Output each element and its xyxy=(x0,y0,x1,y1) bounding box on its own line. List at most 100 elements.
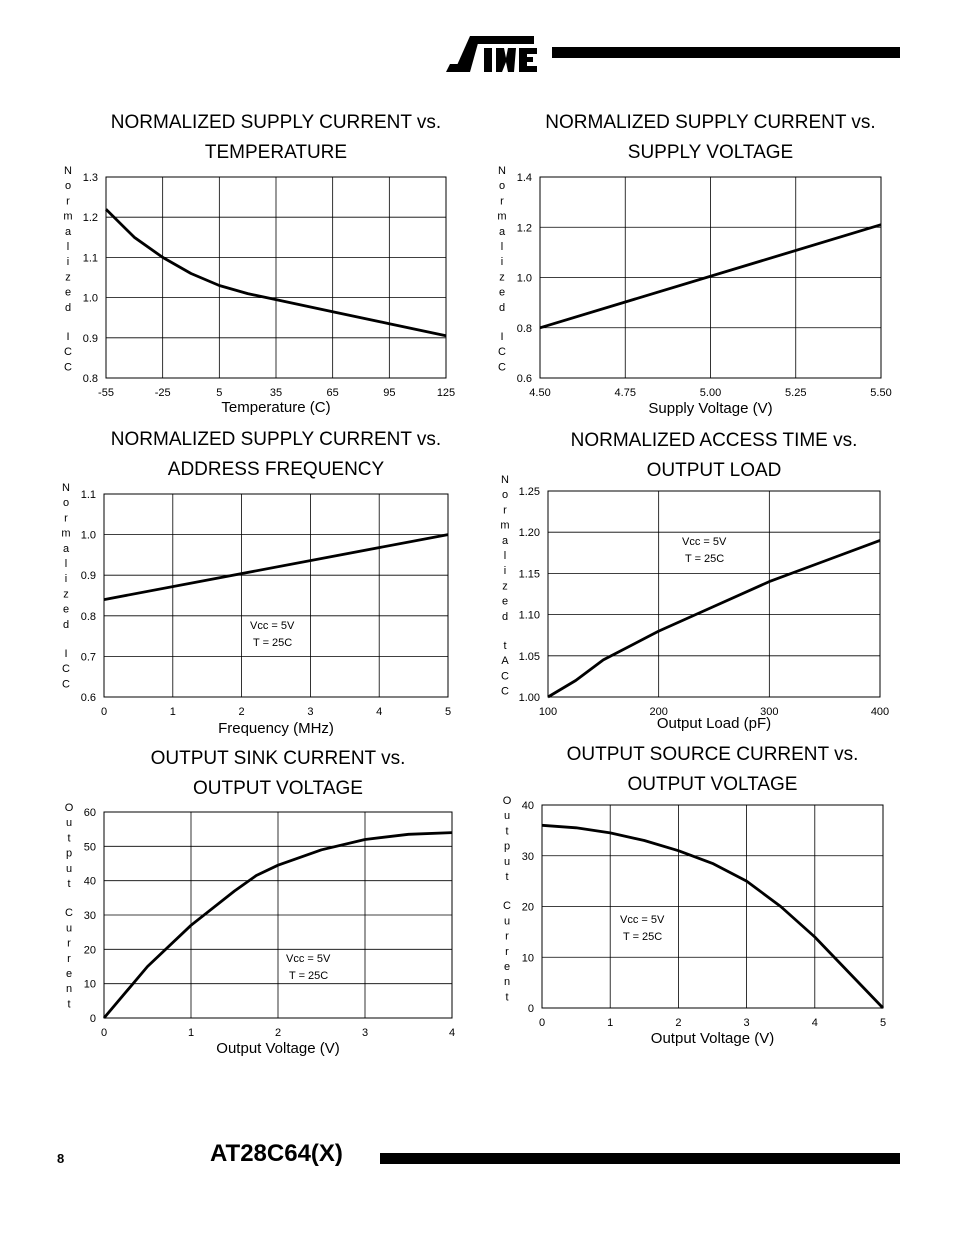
plot-frame xyxy=(547,490,881,698)
x-tick-label: 0 xyxy=(539,1017,545,1029)
x-tick-label: 5 xyxy=(445,706,451,718)
y-tick-label: 0.7 xyxy=(81,651,96,663)
y-tick-label: 1.05 xyxy=(519,651,540,663)
x-tick-label: 2 xyxy=(239,706,245,718)
chart-title: ADDRESS FREQUENCY xyxy=(168,459,385,480)
y-tick-label: 1.0 xyxy=(81,530,96,542)
y-tick-label: 1.10 xyxy=(519,610,540,622)
y-tick-label: 50 xyxy=(84,841,96,853)
y-tick-label: 1.1 xyxy=(81,489,96,501)
plot-frame xyxy=(103,811,453,1019)
x-tick-label: 1 xyxy=(188,1027,194,1039)
x-tick-label: 0 xyxy=(101,1027,107,1039)
y-tick-label: 40 xyxy=(84,876,96,888)
chart-title: NORMALIZED SUPPLY CURRENT vs. xyxy=(545,112,875,133)
page-number: 8 xyxy=(57,1151,65,1166)
y-tick-label: 0.8 xyxy=(83,373,98,385)
x-tick-label: 400 xyxy=(871,706,889,718)
y-tick-label: 0.8 xyxy=(517,323,532,335)
chart-3: NORMALIZED SUPPLY CURRENT vs. ADDRESS FRE… xyxy=(61,429,451,737)
plot-frame xyxy=(541,804,884,1009)
y-tick-label: 0 xyxy=(90,1013,96,1025)
series-line xyxy=(547,539,881,699)
chart-title: OUTPUT LOAD xyxy=(647,460,782,481)
y-tick-label: 1.3 xyxy=(83,172,98,184)
atmel-logo xyxy=(446,36,537,72)
series-line xyxy=(102,831,453,1019)
y-tick-label: 20 xyxy=(522,902,534,914)
y-tick-label: 1.2 xyxy=(83,212,98,224)
y-tick-label: 1.2 xyxy=(517,222,532,234)
chart-4: NORMALIZED ACCESS TIME vs. OUTPUT LOAD 100… xyxy=(500,430,889,732)
chart-title: NORMALIZED SUPPLY CURRENT vs. xyxy=(111,112,441,133)
y-tick-label: 1.0 xyxy=(517,273,532,285)
x-tick-label: 5 xyxy=(880,1017,886,1029)
y-tick-label: 20 xyxy=(84,944,96,956)
x-tick-label: 4 xyxy=(812,1017,818,1029)
series-line xyxy=(539,223,882,330)
chart-2: NORMALIZED SUPPLY CURRENT vs. SUPPLY VOLT… xyxy=(497,112,891,417)
x-tick-label: 95 xyxy=(383,387,395,399)
x-tick-label: 5 xyxy=(216,387,222,399)
y-tick-label: 1.15 xyxy=(519,568,540,580)
chart-annotation: T = 25C xyxy=(253,637,292,649)
footer-rule xyxy=(380,1153,900,1164)
x-tick-label: 3 xyxy=(362,1027,368,1039)
plot-frame xyxy=(103,493,449,698)
plot-frame xyxy=(105,176,447,379)
x-tick-label: 3 xyxy=(307,706,313,718)
y-tick-label: 60 xyxy=(84,807,96,819)
x-tick-label: 4 xyxy=(449,1027,455,1039)
chart-title: TEMPERATURE xyxy=(205,142,347,163)
chart-title: NORMALIZED ACCESS TIME vs. xyxy=(571,430,858,451)
x-tick-label: 300 xyxy=(760,706,778,718)
y-tick-label: 0.9 xyxy=(81,570,96,582)
y-tick-label: 40 xyxy=(522,800,534,812)
x-tick-label: 2 xyxy=(275,1027,281,1039)
series-line xyxy=(105,208,447,338)
x-tick-label: 1 xyxy=(607,1017,613,1029)
x-tick-label: 5.00 xyxy=(700,387,721,399)
y-tick-label: 0.8 xyxy=(81,611,96,623)
chart-annotation: Vcc = 5V xyxy=(620,914,665,926)
x-tick-label: 100 xyxy=(539,706,557,718)
x-axis-label: Frequency (MHz) xyxy=(218,720,334,737)
document-title: AT28C64(X) xyxy=(210,1140,343,1167)
chart-title: OUTPUT SOURCE CURRENT vs. xyxy=(567,744,859,765)
chart-6: OUTPUT SOURCE CURRENT vs. OUTPUT VOLTAGE 0… xyxy=(503,744,886,1047)
y-tick-label: 1.0 xyxy=(83,293,98,305)
x-tick-label: 0 xyxy=(101,706,107,718)
y-tick-label: 0.6 xyxy=(81,692,96,704)
chart-annotation: Vcc = 5V xyxy=(250,620,295,632)
chart-annotation: T = 25C xyxy=(623,931,662,943)
chart-annotation: T = 25C xyxy=(289,970,328,982)
series-line xyxy=(541,823,885,1009)
chart-annotation: Vcc = 5V xyxy=(286,953,331,965)
chart-title: OUTPUT SINK CURRENT vs. xyxy=(151,748,406,769)
y-tick-label: 30 xyxy=(522,851,534,863)
y-tick-label: 1.20 xyxy=(519,527,540,539)
x-tick-label: 125 xyxy=(437,387,455,399)
y-tick-label: 10 xyxy=(84,979,96,991)
x-tick-label: 200 xyxy=(649,706,667,718)
chart-5: OUTPUT SINK CURRENT vs. OUTPUT VOLTAGE 0 1 2… xyxy=(65,748,455,1057)
y-tick-label: 1.4 xyxy=(517,172,532,184)
x-tick-label: 4 xyxy=(376,706,382,718)
y-tick-label: 1.1 xyxy=(83,252,98,264)
x-tick-label: 2 xyxy=(675,1017,681,1029)
chart-title: SUPPLY VOLTAGE xyxy=(628,142,793,163)
series-line xyxy=(103,533,449,601)
y-tick-label: 0.9 xyxy=(83,333,98,345)
chart-1: NORMALIZED SUPPLY CURRENT vs. TEMPERATURE… xyxy=(63,112,455,416)
x-axis-label: Output Load (pF) xyxy=(657,715,771,732)
x-tick-label: 1 xyxy=(170,706,176,718)
x-tick-label: 35 xyxy=(270,387,282,399)
x-axis-label: Output Voltage (V) xyxy=(216,1040,339,1057)
